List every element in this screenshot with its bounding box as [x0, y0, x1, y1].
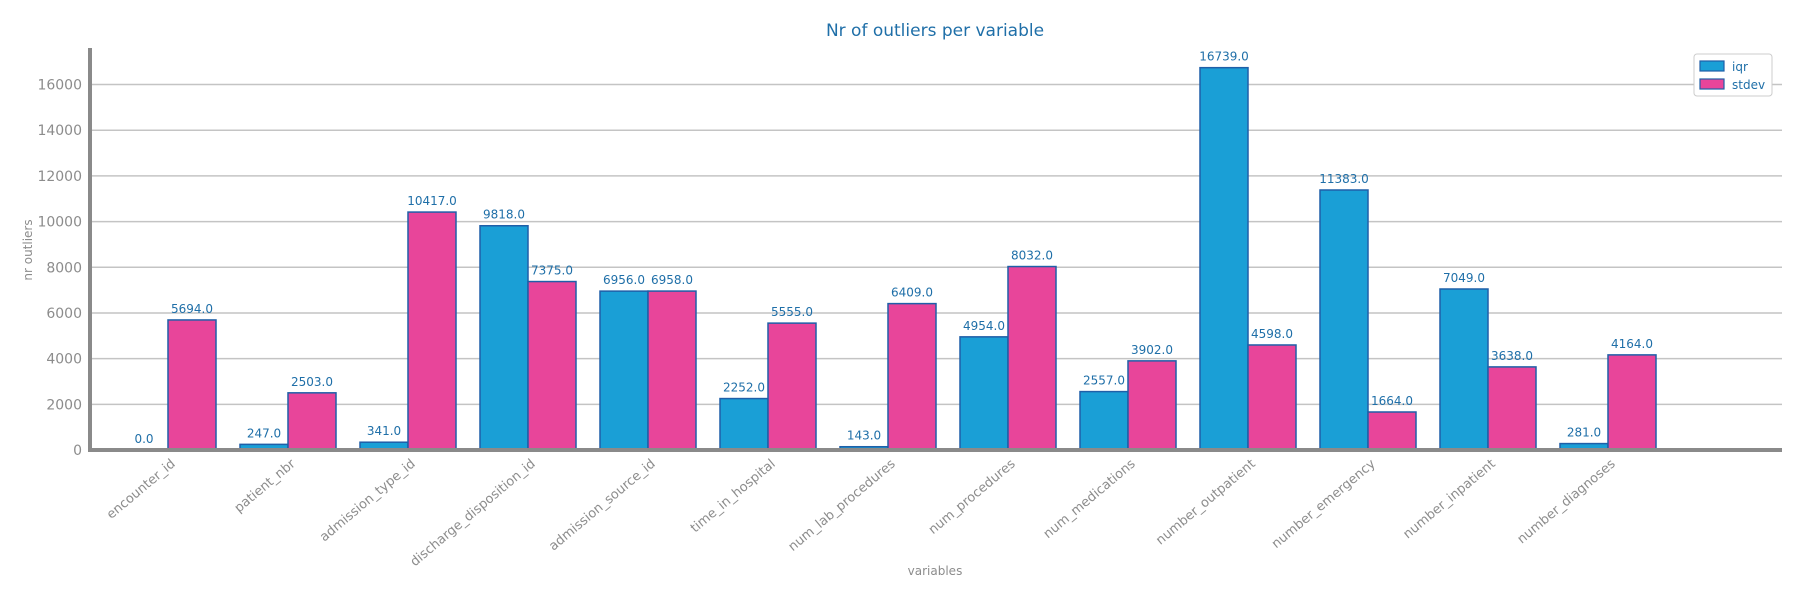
bar-iqr: [1319, 189, 1369, 451]
data-label: 5694.0: [171, 302, 213, 316]
bar-stdev: [1127, 360, 1177, 451]
x-tick-label: time_in_hospital: [688, 457, 779, 536]
data-label: 4598.0: [1251, 327, 1293, 341]
y-tick-label: 2000: [46, 397, 82, 413]
y-tick-label: 8000: [46, 260, 82, 276]
x-tick-label: number_emergency: [1269, 456, 1379, 551]
bar-iqr: [959, 336, 1009, 451]
data-label: 7049.0: [1443, 271, 1485, 285]
bar-iqr: [1199, 66, 1249, 451]
data-label: 8032.0: [1011, 249, 1053, 263]
legend-swatch-iqr: [1699, 60, 1725, 72]
x-tick-label: admission_source_id: [546, 457, 658, 555]
x-tick-label: num_medications: [1041, 456, 1139, 542]
data-label: 6409.0: [891, 286, 933, 300]
data-label: 1664.0: [1371, 394, 1413, 408]
bars-layer: [167, 66, 1657, 451]
bar-stdev: [167, 319, 217, 451]
y-tick-label: 14000: [37, 123, 82, 139]
data-label: 6958.0: [651, 273, 693, 287]
bar-stdev: [1247, 344, 1297, 451]
data-label: 16739.0: [1199, 50, 1249, 64]
bar-stdev: [287, 392, 337, 451]
y-axis-label: nr outliers: [21, 219, 35, 280]
bar-stdev: [1007, 265, 1057, 451]
data-label: 143.0: [847, 429, 881, 443]
bar-iqr: [719, 397, 769, 451]
y-tick-label: 0: [73, 443, 82, 459]
bar-iqr: [479, 224, 529, 451]
bar-stdev: [527, 280, 577, 451]
data-label: 5555.0: [771, 305, 813, 319]
labels-layer: 0.0 5694.0 247.0 2503.0 341.0 10417.0 9818.0 73…: [134, 50, 1653, 446]
bar-stdev: [407, 211, 457, 451]
x-tick-label: patient_nbr: [232, 456, 299, 516]
data-label: 341.0: [367, 424, 401, 438]
legend: iqr stdev: [1693, 53, 1773, 97]
x-tick-label: number_inpatient: [1401, 457, 1499, 543]
y-tick-label: 6000: [46, 306, 82, 322]
bar-stdev: [887, 302, 937, 451]
data-label: 4164.0: [1611, 337, 1653, 351]
legend-swatch-stdev: [1699, 78, 1725, 90]
y-tick-label: 4000: [46, 352, 82, 368]
data-label: 281.0: [1567, 426, 1601, 440]
data-label: 7375.0: [531, 264, 573, 278]
bar-iqr: [1439, 288, 1489, 451]
legend-label-stdev: stdev: [1732, 78, 1765, 92]
data-label: 247.0: [247, 426, 281, 440]
data-label: 6956.0: [603, 273, 645, 287]
data-label: 0.0: [134, 432, 153, 446]
data-label: 4954.0: [963, 319, 1005, 333]
bar-stdev: [1607, 354, 1657, 451]
data-label: 3902.0: [1131, 343, 1173, 357]
data-label: 3638.0: [1491, 349, 1533, 363]
bar-stdev: [767, 322, 817, 451]
legend-label-iqr: iqr: [1732, 60, 1748, 74]
bar-iqr: [1079, 390, 1129, 451]
data-label: 9818.0: [483, 208, 525, 222]
x-tick-label: number_diagnoses: [1515, 456, 1619, 547]
data-label: 11383.0: [1319, 172, 1369, 186]
x-tick-label: num_procedures: [926, 456, 1019, 537]
bar-stdev: [647, 290, 697, 451]
data-label: 2252.0: [723, 381, 765, 395]
x-tick-label: number_outpatient: [1153, 457, 1258, 549]
y-tick-label: 12000: [37, 169, 82, 185]
y-tick-label: 16000: [37, 78, 82, 94]
data-label: 2503.0: [291, 375, 333, 389]
x-tick-label: discharge_disposition_id: [408, 457, 539, 570]
bar-stdev: [1487, 366, 1537, 451]
bar-stdev: [1367, 411, 1417, 451]
data-label: 10417.0: [407, 194, 457, 208]
x-tick-label: admission_type_id: [317, 457, 418, 545]
y-tick-label: 10000: [37, 215, 82, 231]
x-axis-label: variables: [908, 564, 963, 578]
data-label: 2557.0: [1083, 374, 1125, 388]
bar-iqr: [599, 290, 649, 451]
chart-title: Nr of outliers per variable: [826, 21, 1044, 41]
x-tick-label: encounter_id: [104, 457, 178, 523]
x-tick-label: num_lab_procedures: [786, 456, 899, 554]
